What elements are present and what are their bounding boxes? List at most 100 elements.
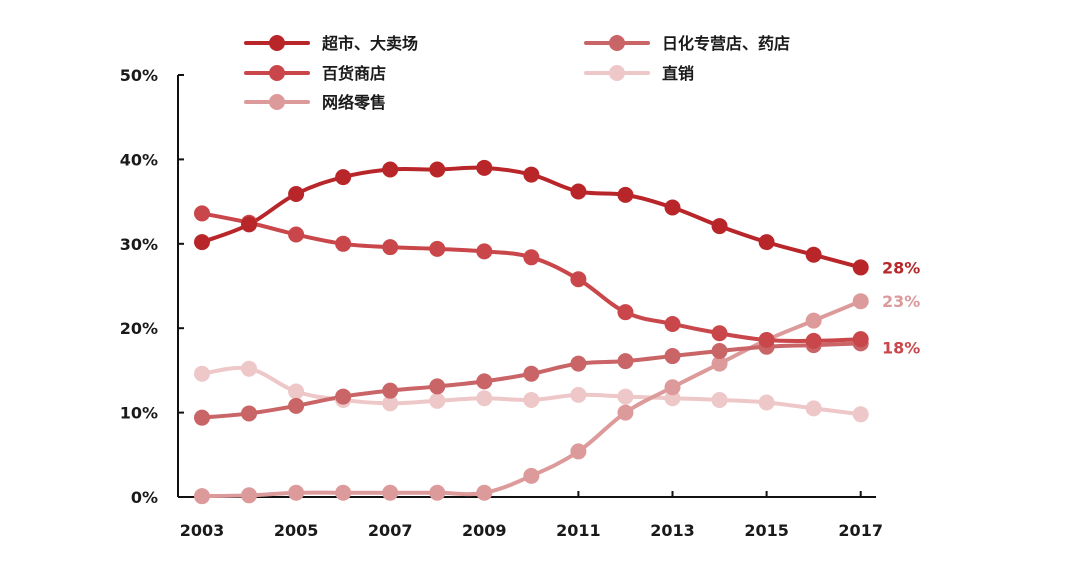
data-point: [711, 218, 728, 235]
data-point: [523, 249, 540, 266]
end-value-label: 23%: [882, 292, 920, 311]
data-point: [382, 484, 399, 501]
data-point: [382, 161, 399, 178]
data-point: [194, 205, 210, 222]
x-tick-label: 2005: [274, 521, 319, 540]
data-point: [382, 382, 399, 399]
data-point: [241, 405, 258, 422]
y-tick-label: 0%: [131, 488, 158, 507]
legend-label: 网络零售: [322, 93, 386, 112]
legend-label: 日化专营店、药店: [662, 34, 790, 53]
legend-swatch-marker: [609, 35, 625, 51]
legend-swatch-marker: [609, 65, 625, 81]
data-point: [429, 378, 446, 395]
data-point: [429, 484, 446, 501]
data-point: [617, 388, 634, 405]
data-point: [476, 159, 493, 176]
data-point: [523, 365, 540, 382]
data-point: [241, 487, 258, 504]
x-tick-label: 2013: [650, 521, 695, 540]
data-point: [288, 186, 305, 203]
series-points: [194, 159, 869, 505]
data-point: [476, 243, 493, 260]
data-point: [758, 234, 775, 251]
data-point: [711, 355, 728, 372]
legend-label: 百货商店: [322, 64, 386, 83]
x-tick-label: 2007: [368, 521, 413, 540]
data-point: [758, 394, 775, 411]
data-point: [523, 467, 540, 484]
legend-swatch-marker: [269, 94, 285, 110]
data-point: [711, 342, 728, 359]
data-point: [852, 259, 869, 276]
data-point: [288, 226, 305, 243]
x-tick-label: 2011: [556, 521, 601, 540]
data-point: [241, 216, 258, 233]
data-point: [194, 234, 210, 251]
data-point: [805, 312, 822, 329]
data-point: [476, 484, 493, 501]
data-point: [570, 183, 587, 200]
data-point: [852, 293, 869, 310]
data-point: [429, 240, 446, 257]
data-point: [288, 397, 305, 414]
data-point: [570, 386, 587, 403]
data-point: [664, 390, 681, 407]
legend-swatch-marker: [269, 35, 285, 51]
legend-label: 超市、大卖场: [321, 34, 418, 53]
data-point: [288, 484, 305, 501]
data-point: [664, 379, 681, 396]
data-point: [523, 166, 540, 183]
data-point: [194, 365, 210, 382]
x-tick-label: 2003: [180, 521, 225, 540]
end-value-label: 18%: [882, 338, 920, 357]
axes: 0% 10% 20% 30% 40% 50% 2003 2005 2007 2009 2011 201…: [120, 66, 883, 540]
y-tick-label: 50%: [120, 66, 158, 85]
data-point: [335, 235, 352, 252]
data-point: [570, 355, 587, 372]
data-point: [382, 395, 399, 412]
legend-label: 直销: [662, 64, 694, 83]
data-point: [241, 360, 258, 377]
data-point: [476, 390, 493, 407]
data-point: [523, 391, 540, 408]
y-tick-label: 10%: [120, 404, 158, 423]
data-point: [335, 169, 352, 186]
end-labels: 28% 23% 18%: [882, 258, 920, 357]
data-point: [429, 392, 446, 409]
data-point: [805, 400, 822, 417]
data-point: [194, 488, 210, 505]
x-tick-label: 2009: [462, 521, 507, 540]
end-value-label: 28%: [882, 258, 920, 277]
series-lines: [200, 165, 863, 499]
x-tick-label: 2017: [838, 521, 883, 540]
y-tick-label: 30%: [120, 235, 158, 254]
data-point: [429, 161, 446, 178]
y-tick-label: 40%: [120, 150, 158, 169]
data-point: [852, 331, 869, 348]
data-point: [664, 199, 681, 216]
data-point: [617, 353, 634, 370]
data-point: [194, 409, 210, 426]
data-point: [476, 373, 493, 390]
data-point: [758, 332, 775, 349]
data-point: [664, 315, 681, 332]
data-point: [335, 388, 352, 405]
data-point: [382, 239, 399, 256]
data-point: [664, 348, 681, 365]
y-tick-label: 20%: [120, 319, 158, 338]
data-point: [805, 332, 822, 349]
data-point: [805, 246, 822, 263]
data-point: [570, 443, 587, 460]
data-point: [852, 406, 869, 423]
data-point: [617, 186, 634, 203]
data-point: [570, 271, 587, 288]
data-point: [288, 383, 305, 400]
data-point: [711, 325, 728, 342]
legend-swatch-marker: [269, 65, 285, 81]
x-tick-label: 2015: [744, 521, 789, 540]
data-point: [335, 484, 352, 501]
